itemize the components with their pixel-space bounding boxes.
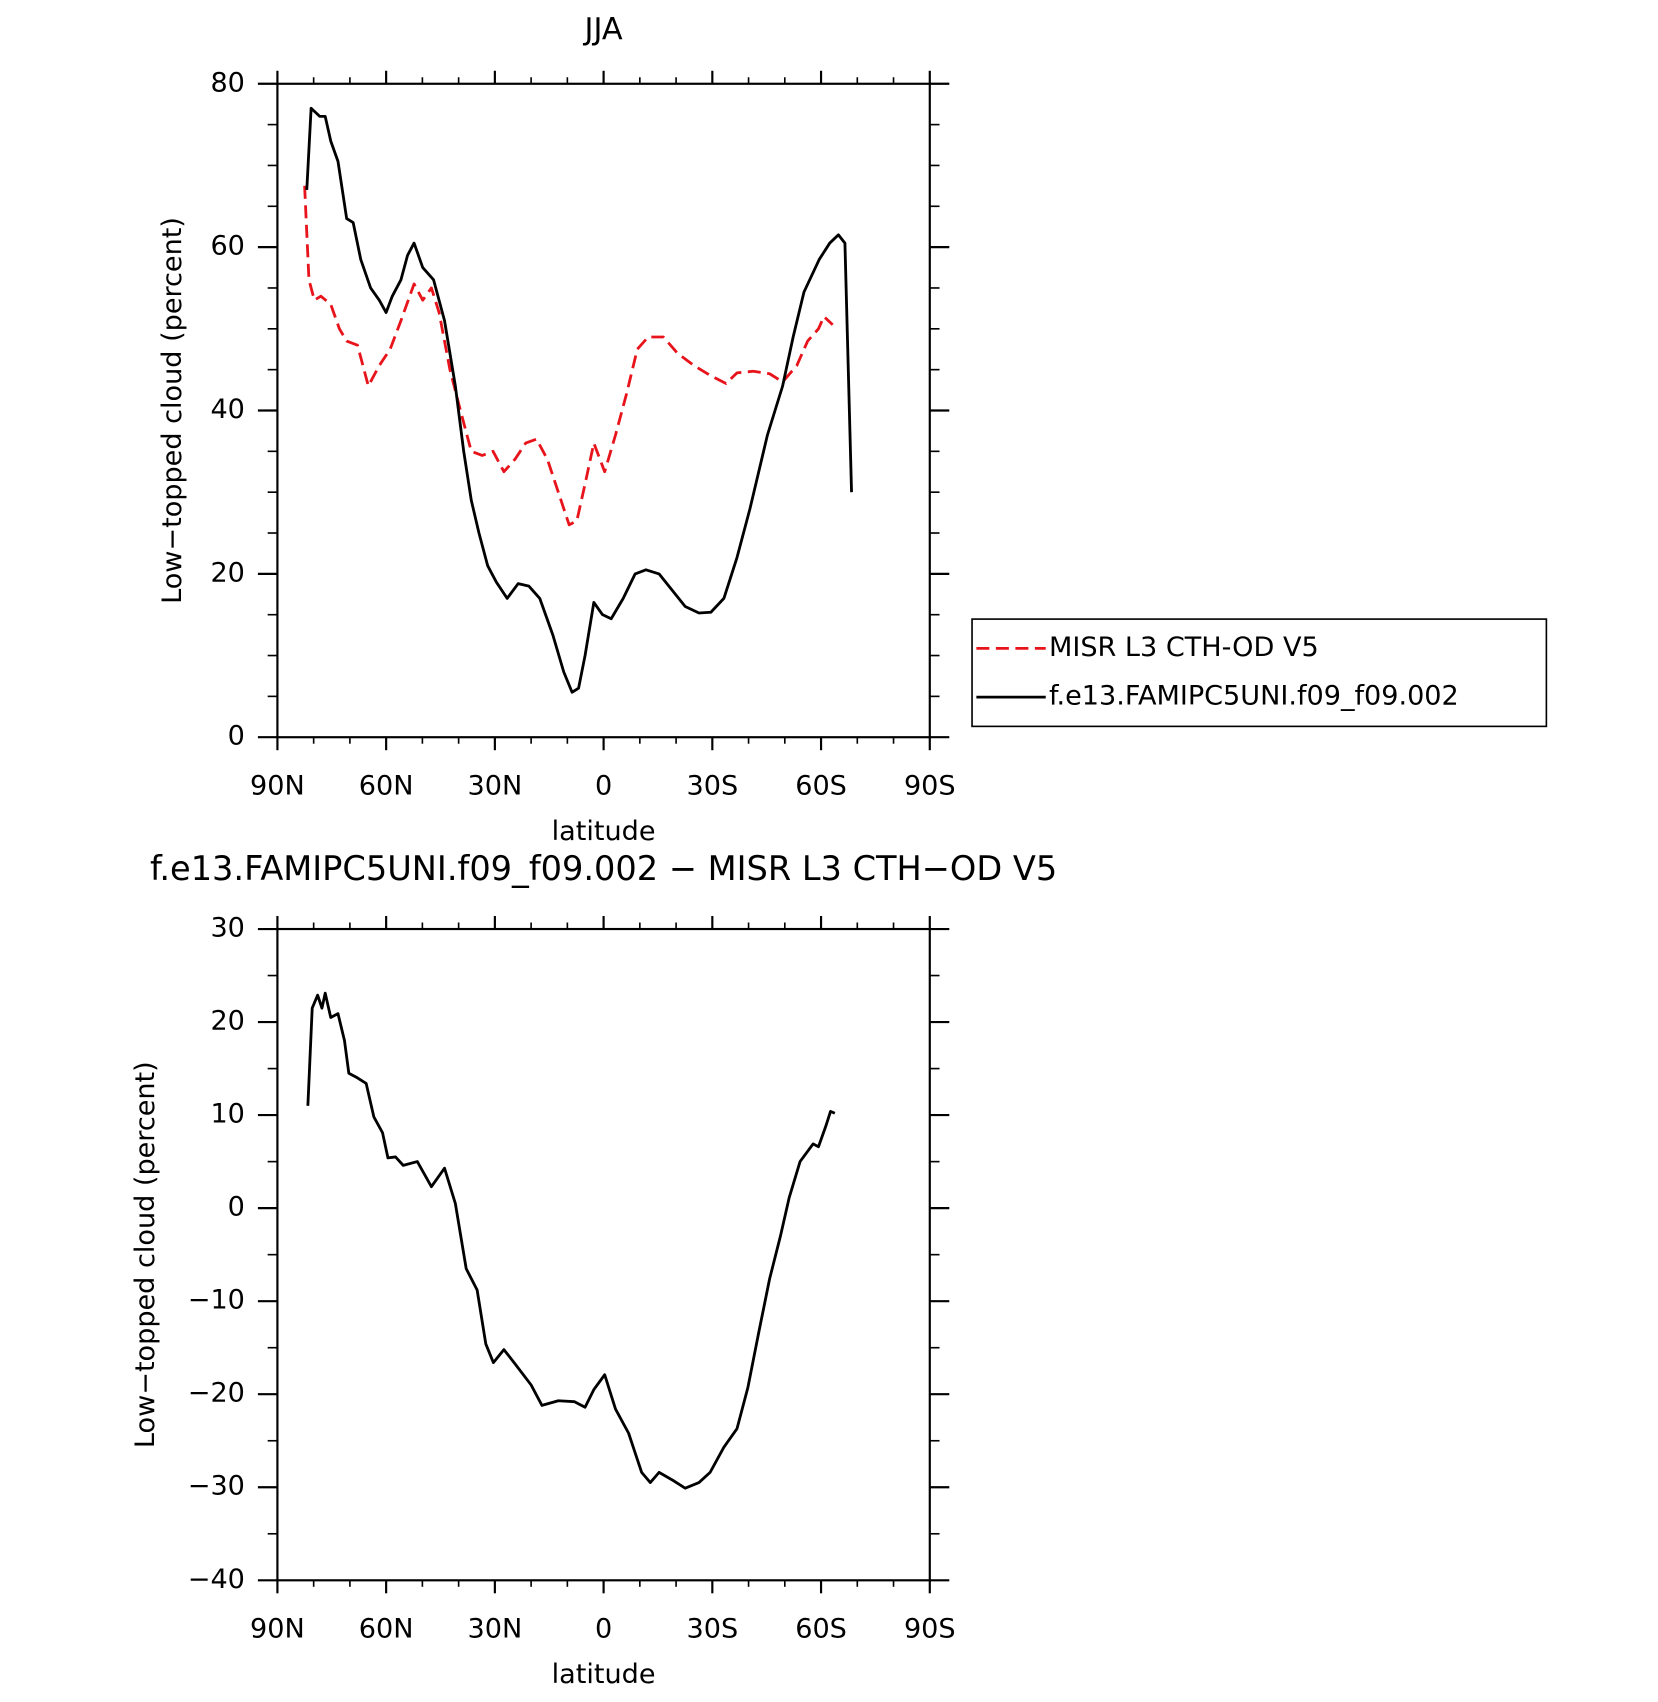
legend-box xyxy=(971,618,1548,728)
x-axis-label: latitude xyxy=(552,816,656,847)
y-tick-label: 30 xyxy=(210,913,244,944)
chart-title: f.e13.FAMIPC5UNI.f09_f09.002 − MISR L3 C… xyxy=(150,849,1057,888)
legend-label: MISR L3 CTH-OD V5 xyxy=(1049,632,1319,663)
plot-frame xyxy=(276,82,931,739)
x-tick-label: 30S xyxy=(686,771,738,802)
x-tick-label: 60N xyxy=(359,1614,414,1645)
x-tick-label: 90S xyxy=(904,771,956,802)
x-tick-label: 60N xyxy=(359,771,414,802)
data-line xyxy=(303,185,834,527)
plot-frame xyxy=(276,927,931,1582)
y-tick-label: 0 xyxy=(228,721,245,752)
x-tick-label: 30N xyxy=(468,1614,523,1645)
y-tick-label: 80 xyxy=(210,67,244,98)
y-tick-label: 0 xyxy=(228,1192,245,1223)
y-tick-label: −40 xyxy=(188,1564,245,1595)
y-axis-label: Low−topped cloud (percent) xyxy=(130,1061,161,1448)
x-axis-label: latitude xyxy=(552,1659,656,1690)
y-tick-label: 10 xyxy=(210,1099,244,1130)
y-tick-label: 20 xyxy=(210,1006,244,1037)
chart-title: JJA xyxy=(583,12,623,47)
data-line xyxy=(306,991,836,1490)
legend-label: f.e13.FAMIPC5UNI.f09_f09.002 xyxy=(1049,681,1459,712)
data-line xyxy=(305,106,853,694)
y-tick-label: 20 xyxy=(210,557,244,588)
x-tick-label: 0 xyxy=(595,1614,612,1645)
x-tick-label: 0 xyxy=(595,771,612,802)
x-tick-label: 90N xyxy=(250,771,305,802)
y-axis-label: Low−topped cloud (percent) xyxy=(157,217,188,604)
y-tick-label: −30 xyxy=(188,1471,245,1502)
x-tick-label: 90N xyxy=(250,1614,305,1645)
y-tick-label: −10 xyxy=(188,1285,245,1316)
x-tick-label: 60S xyxy=(795,1614,847,1645)
x-tick-label: 30N xyxy=(468,771,523,802)
x-tick-label: 30S xyxy=(686,1614,738,1645)
y-tick-label: −20 xyxy=(188,1378,245,1409)
legend: MISR L3 CTH-OD V5 f.e13.FAMIPC5UNI.f09_f0… xyxy=(971,618,1548,728)
y-tick-label: 60 xyxy=(210,231,244,262)
x-tick-label: 90S xyxy=(904,1614,956,1645)
y-tick-label: 40 xyxy=(210,394,244,425)
x-tick-label: 60S xyxy=(795,771,847,802)
